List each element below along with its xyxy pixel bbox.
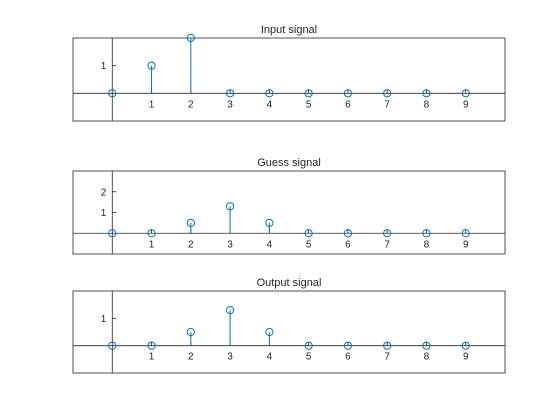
output-stem-marker	[225, 306, 235, 315]
input-x-tick-label: 6	[345, 99, 351, 110]
guess-stem-marker	[461, 229, 470, 238]
input-x-tick-label: 8	[424, 99, 430, 110]
input-x-tick-label: 3	[227, 99, 233, 110]
input-x-tick-label: 7	[384, 99, 390, 110]
output-x-tick-label: 4	[267, 352, 273, 363]
output-plot-title: Output signal	[257, 277, 322, 289]
input-x-tick-label: 4	[267, 99, 273, 110]
guess-stem-marker	[304, 229, 313, 238]
output-stem-marker	[108, 341, 117, 350]
output-x-tick-label: 2	[188, 352, 194, 363]
input-stem-marker	[147, 61, 156, 70]
subplot-output-signal: Output signal 1 2 3 4 5 6 7 8 9 1	[72, 277, 506, 374]
output-axes-box	[72, 290, 506, 374]
output-stem-marker	[304, 341, 313, 350]
input-stem-marker	[343, 89, 353, 98]
guess-x-tick-label: 4	[267, 239, 273, 250]
output-x-tick-label: 5	[306, 352, 312, 363]
output-x-tick-label: 1	[149, 352, 155, 363]
input-y-tick-label: 1	[101, 61, 107, 72]
guess-stem-marker	[147, 229, 156, 238]
guess-stem-marker	[225, 202, 235, 211]
output-x-tick-label: 8	[424, 352, 430, 363]
output-stem-marker	[383, 341, 392, 350]
input-stem-marker	[461, 89, 470, 98]
input-stem-marker	[108, 89, 117, 98]
output-x-tick-label: 3	[227, 352, 233, 363]
guess-x-tick-label: 5	[306, 239, 312, 250]
subplot-guess-signal: Guess signal 1 2 3 4 5 6 7 8 9 1 2	[72, 157, 506, 255]
guess-x-tick-label: 7	[384, 239, 390, 250]
output-stem-marker	[422, 341, 431, 350]
guess-x-tick-label: 6	[345, 239, 351, 250]
guess-stem-marker	[383, 229, 392, 238]
output-x-tick-label: 6	[345, 352, 351, 363]
input-stem-marker	[304, 89, 313, 98]
input-x-tick-label: 5	[306, 99, 312, 110]
guess-x-tick-label: 3	[227, 239, 233, 250]
output-y-tick-label: 1	[101, 314, 107, 325]
guess-x-tick-label: 9	[463, 239, 469, 250]
input-x-tick-label: 2	[188, 99, 194, 110]
input-stem-marker	[383, 89, 392, 98]
subplot-input-signal: Input signal 1 2 3 4 5 6 7 8 9 1	[72, 24, 506, 122]
guess-y-tick-label: 1	[101, 208, 107, 219]
output-x-tick-label: 9	[463, 352, 469, 363]
output-stem-marker	[186, 327, 195, 337]
guess-x-tick-label: 8	[424, 239, 430, 250]
guess-stem-marker	[265, 218, 274, 227]
output-stem-marker	[461, 341, 470, 350]
output-stem-marker	[343, 341, 353, 350]
guess-stem-marker	[343, 229, 353, 238]
guess-stem-marker	[186, 218, 195, 227]
input-x-tick-label: 9	[463, 99, 469, 110]
guess-stem-marker	[422, 229, 431, 238]
guess-y-tick-label: 2	[101, 187, 107, 198]
output-x-tick-label: 7	[384, 352, 390, 363]
guess-stem-marker	[108, 229, 117, 238]
input-stem-marker	[265, 89, 274, 98]
guess-x-tick-label: 2	[188, 239, 194, 250]
input-stem-marker	[225, 89, 235, 98]
guess-x-tick-label: 1	[149, 239, 155, 250]
input-axes-box	[72, 37, 506, 122]
guess-plot-title: Guess signal	[257, 157, 321, 169]
output-stem-marker	[147, 341, 156, 350]
output-stem-marker	[265, 327, 274, 337]
input-stem-marker	[422, 89, 431, 98]
input-stem-marker	[186, 33, 195, 43]
input-plot-title: Input signal	[261, 24, 317, 36]
input-x-tick-label: 1	[149, 99, 155, 110]
guess-axes-box	[72, 170, 506, 255]
